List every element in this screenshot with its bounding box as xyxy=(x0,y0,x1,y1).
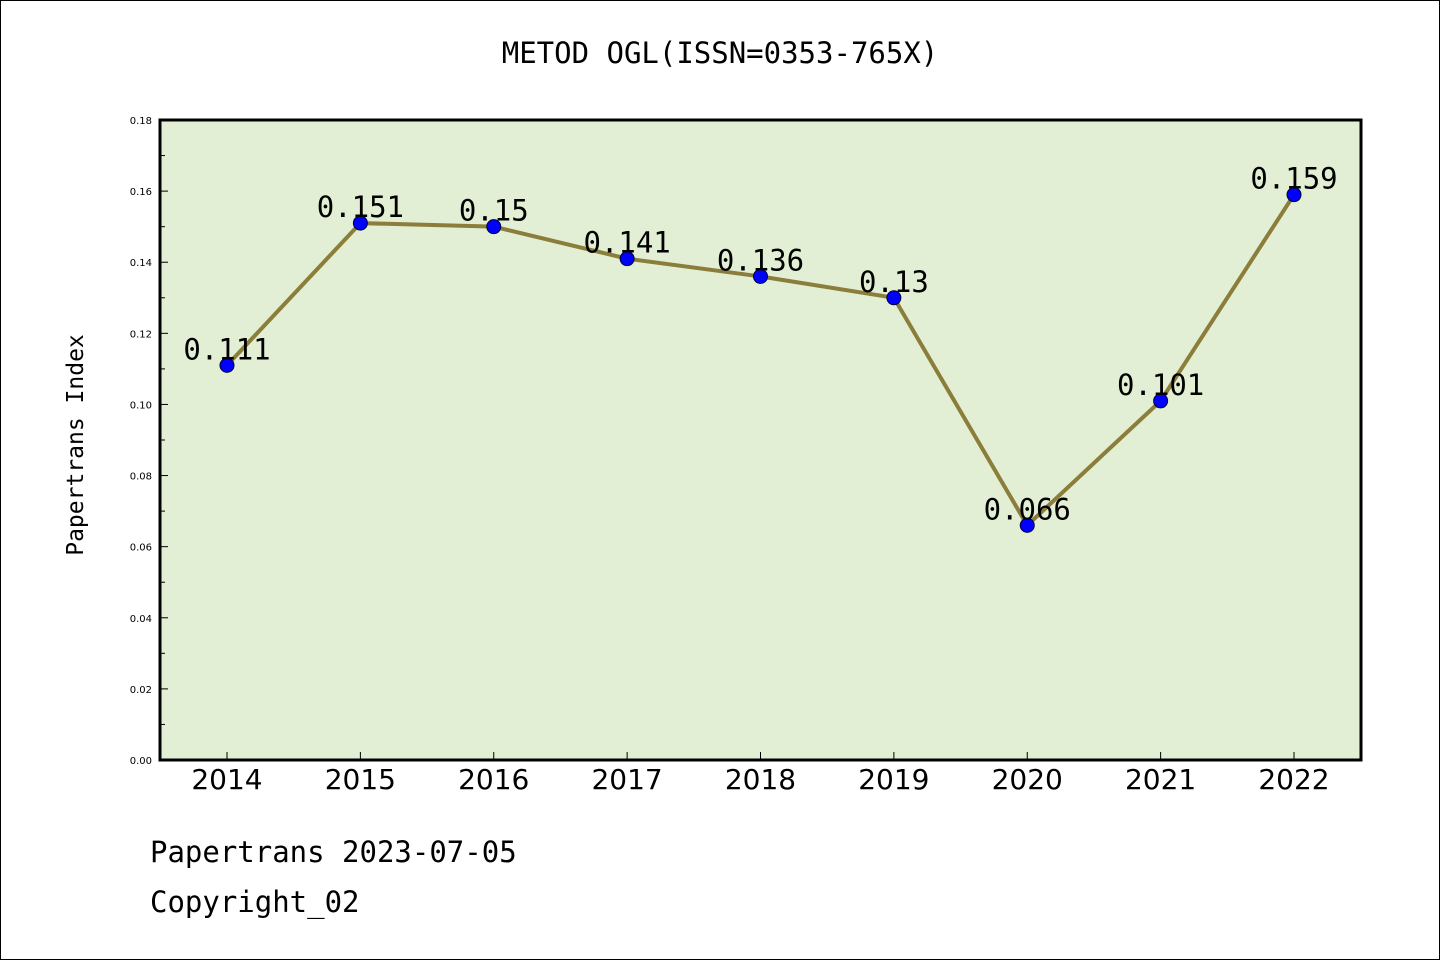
x-tick-label: 2019 xyxy=(858,763,929,796)
footer-date: Papertrans 2023-07-05 xyxy=(150,835,517,869)
data-point xyxy=(753,268,768,284)
y-tick-label: 0.16 xyxy=(130,187,152,198)
y-tick-label: 0.18 xyxy=(130,116,152,127)
x-tick-label: 2017 xyxy=(591,763,662,796)
y-tick-label: 0.10 xyxy=(130,400,152,411)
y-axis: 0.00 0.02 0.04 0.06 0.08 0.10 0.12 0.14 0.16 0.18 xyxy=(130,116,168,767)
y-tick-label: 0.08 xyxy=(130,472,152,483)
data-point xyxy=(1019,517,1035,533)
data-label: 0.101 xyxy=(1117,368,1204,402)
footer-copyright: Copyright_02 xyxy=(150,885,360,919)
y-tick-label: 0.12 xyxy=(130,329,152,340)
data-point xyxy=(886,290,902,306)
data-label: 0.13 xyxy=(859,265,929,299)
data-label: 0.159 xyxy=(1250,162,1337,196)
data-point xyxy=(486,219,502,235)
x-axis: 2014 2015 2016 2017 2018 2019 2020 2021 2022 xyxy=(191,752,1330,796)
chart-title: METOD OGL(ISSN=0353-765X) xyxy=(501,36,939,70)
data-label: 0.151 xyxy=(317,190,404,224)
y-tick-label: 0.14 xyxy=(130,258,152,269)
data-point xyxy=(352,215,368,231)
y-tick-label: 0.00 xyxy=(130,756,152,767)
series-markers xyxy=(219,187,1302,533)
x-tick-label: 2015 xyxy=(325,763,396,796)
data-point xyxy=(1153,393,1169,409)
data-label: 0.15 xyxy=(459,194,529,228)
y-tick-label: 0.02 xyxy=(130,685,152,696)
x-tick-label: 2020 xyxy=(992,763,1063,796)
data-label: 0.136 xyxy=(717,243,804,277)
y-tick-label: 0.04 xyxy=(130,614,152,625)
data-label: 0.141 xyxy=(583,226,670,260)
x-tick-label: 2018 xyxy=(725,763,796,796)
data-labels: 0.111 0.151 0.15 0.141 0.136 0.13 0.066 0.101 0.… xyxy=(183,162,1337,527)
plot-area xyxy=(158,118,1363,762)
y-tick-label: 0.06 xyxy=(130,543,152,554)
data-label: 0.111 xyxy=(183,332,270,366)
data-point xyxy=(1286,187,1302,203)
data-point xyxy=(219,357,235,373)
data-label: 0.066 xyxy=(984,492,1071,526)
x-tick-label: 2016 xyxy=(458,763,529,796)
x-tick-label: 2022 xyxy=(1258,763,1329,796)
data-point xyxy=(619,251,635,267)
x-tick-label: 2021 xyxy=(1125,763,1196,796)
x-tick-label: 2014 xyxy=(191,763,262,796)
